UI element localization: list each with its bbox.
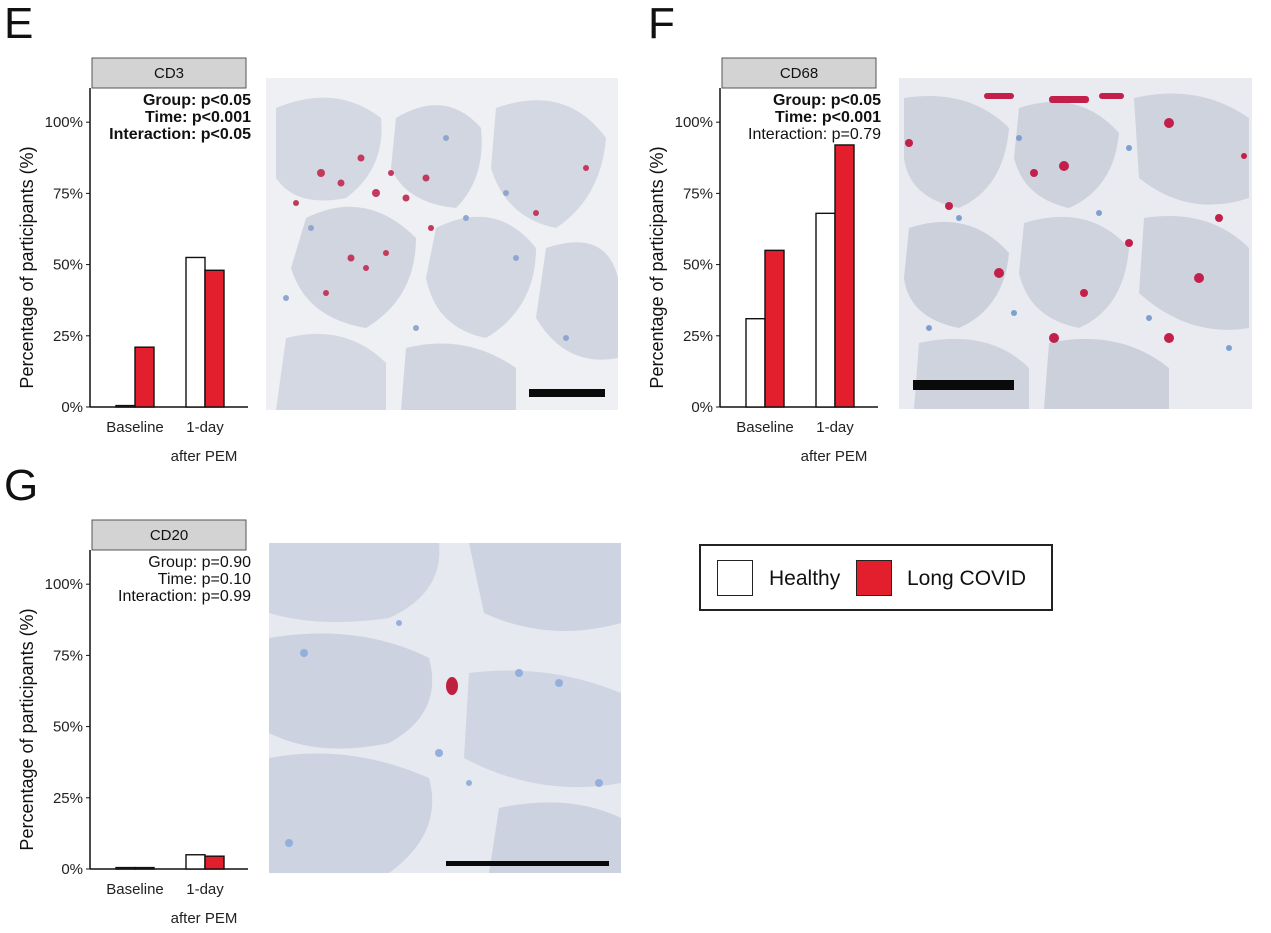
stat-line-e: Time: p<0.001 xyxy=(145,109,251,126)
stat-line-g: Group: p=0.90 xyxy=(148,554,251,571)
y-axis-label-e: Percentage of participants (%) xyxy=(17,146,37,388)
bar-f-healthy-0 xyxy=(745,318,766,408)
y-tick-label-g: 0% xyxy=(61,861,83,878)
micrograph-cd20 xyxy=(269,543,621,873)
x-tick-label-e: 1-day xyxy=(186,419,224,436)
strip-f xyxy=(721,57,877,89)
legend-label-long-covid: Long COVID xyxy=(907,567,1027,590)
strip-label-e: CD3 xyxy=(154,65,184,82)
legend-label-healthy: Healthy xyxy=(769,567,841,590)
micrograph-cd68 xyxy=(899,78,1252,409)
stat-line-g: Time: p=0.10 xyxy=(158,571,251,588)
strip-label-f: CD68 xyxy=(780,65,818,82)
scale-bar-cd68 xyxy=(913,380,1014,390)
panel-letter-g: G xyxy=(4,461,39,510)
stat-line-f: Group: p<0.05 xyxy=(773,92,881,109)
chart-e-cd3: CD3 0% 25% 50% 75% 100% Percentage of particip… xyxy=(17,57,251,465)
y-tick-label-f: 50% xyxy=(683,257,713,274)
strip-label-g: CD20 xyxy=(150,527,188,544)
panel-letter-f: F xyxy=(648,0,675,48)
x-tick-sublabel-f: after PEM xyxy=(801,448,868,465)
bar-e-long-covid-0 xyxy=(134,346,155,408)
x-tick-label-e: Baseline xyxy=(106,419,164,436)
bar-g-healthy-1 xyxy=(185,854,206,870)
bar-e-healthy-0 xyxy=(115,404,136,408)
x-tick-label-f: Baseline xyxy=(736,419,794,436)
stat-line-g: Interaction: p=0.99 xyxy=(118,588,251,605)
chart-g-cd20: CD20 0% 25% 50% 75% 100% Percentage of partici… xyxy=(17,519,251,927)
legend: Healthy Long COVID xyxy=(699,544,1053,611)
panel-letter-e: E xyxy=(4,0,34,48)
bar-f-healthy-1 xyxy=(815,212,836,408)
stat-line-f: Time: p<0.001 xyxy=(775,109,881,126)
x-tick-sublabel-e: after PEM xyxy=(171,448,238,465)
stat-line-e: Group: p<0.05 xyxy=(143,92,251,109)
micrograph-cd3 xyxy=(266,78,618,410)
bar-f-long-covid-1 xyxy=(834,144,855,408)
y-tick-label-f: 75% xyxy=(683,185,713,202)
y-tick-label-e: 75% xyxy=(53,185,83,202)
bar-g-long-covid-1 xyxy=(204,855,225,870)
strip-e xyxy=(91,57,247,89)
y-tick-label-e: 100% xyxy=(45,114,83,131)
legend-swatch-long-covid xyxy=(856,560,892,596)
x-tick-label-g: Baseline xyxy=(106,881,164,898)
y-tick-label-g: 50% xyxy=(53,719,83,736)
micrograph-cd20-tissue xyxy=(269,543,621,873)
x-tick-label-f: 1-day xyxy=(816,419,854,436)
micrograph-cd68-tissue xyxy=(899,78,1252,409)
y-tick-label-e: 25% xyxy=(53,328,83,345)
scale-bar-cd3 xyxy=(529,389,605,397)
bar-e-healthy-1 xyxy=(185,256,206,408)
strip-g xyxy=(91,519,247,551)
legend-swatch-healthy xyxy=(717,560,753,596)
y-axis-label-g: Percentage of participants (%) xyxy=(17,608,37,850)
stat-line-f: Interaction: p=0.79 xyxy=(748,126,881,143)
y-tick-label-f: 100% xyxy=(675,114,713,131)
bar-g-long-covid-0 xyxy=(134,866,155,870)
scale-bar-cd20 xyxy=(446,861,609,866)
chart-f-cd68: CD68 0% 25% 50% 75% 100% Percentage of partici… xyxy=(647,57,881,465)
micrograph-cd3-tissue xyxy=(266,78,618,410)
bar-g-healthy-0 xyxy=(115,866,136,870)
y-tick-label-e: 0% xyxy=(61,399,83,416)
y-tick-label-g: 100% xyxy=(45,576,83,593)
y-tick-label-f: 0% xyxy=(691,399,713,416)
y-axis-label-f: Percentage of participants (%) xyxy=(647,146,667,388)
bar-e-long-covid-1 xyxy=(204,269,225,408)
y-tick-label-f: 25% xyxy=(683,328,713,345)
y-tick-label-e: 50% xyxy=(53,257,83,274)
y-tick-label-g: 75% xyxy=(53,647,83,664)
bar-f-long-covid-0 xyxy=(764,249,785,408)
x-tick-label-g: 1-day xyxy=(186,881,224,898)
x-tick-sublabel-g: after PEM xyxy=(171,910,238,927)
stat-line-e: Interaction: p<0.05 xyxy=(109,126,251,143)
y-tick-label-g: 25% xyxy=(53,790,83,807)
